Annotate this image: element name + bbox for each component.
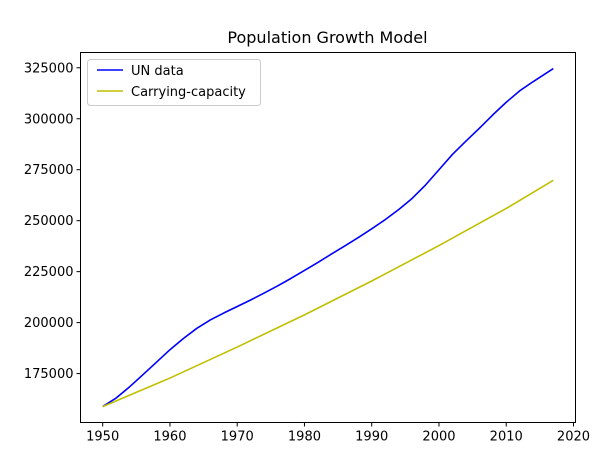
y-tick-label: 300000: [24, 112, 74, 127]
chart-title: Population Growth Model: [227, 28, 427, 47]
x-tick-label: 1950: [86, 430, 119, 445]
y-tick-label: 200000: [24, 316, 74, 331]
x-tick-label: 2010: [490, 430, 523, 445]
x-tick-label: 1970: [221, 430, 254, 445]
plot-area: [102, 67, 554, 408]
axes: 1950 1960 1970 1980 1990 2000 2010 2020 175000 20…: [24, 61, 590, 444]
y-tick-label: 225000: [24, 265, 74, 280]
x-tick-label: 1960: [153, 430, 186, 445]
y-tick-label: 275000: [24, 163, 74, 178]
legend-box: [87, 59, 261, 106]
legend-label-un-data: UN data: [131, 64, 184, 79]
legend: UN data Carrying-capacity: [87, 59, 261, 106]
x-tick-label: 2000: [422, 430, 455, 445]
x-tick-label: 1980: [288, 430, 321, 445]
series-line-carrying-capacity: [102, 179, 554, 408]
series-line-un-data: [102, 67, 554, 408]
x-tick-label: 2020: [557, 430, 590, 445]
y-tick-label: 175000: [24, 367, 74, 382]
y-tick-label: 325000: [24, 61, 74, 76]
plot-frame: [80, 52, 576, 423]
legend-label-carrying-capacity: Carrying-capacity: [131, 85, 246, 100]
x-tick-label: 1990: [355, 430, 388, 445]
y-tick-label: 250000: [24, 214, 74, 229]
